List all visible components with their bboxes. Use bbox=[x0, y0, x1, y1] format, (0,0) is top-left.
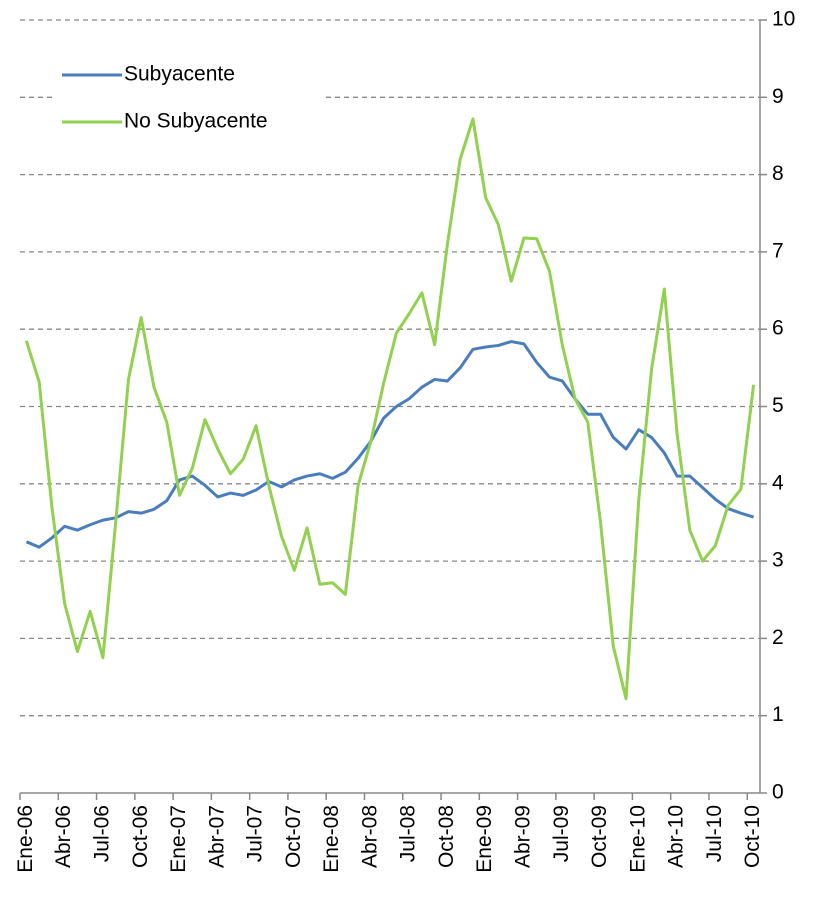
x-tick-label: Oct-10 bbox=[741, 805, 764, 868]
x-tick-label: Jul-07 bbox=[244, 805, 267, 862]
legend-label: No Subyacente bbox=[124, 110, 268, 133]
y-tick-label: 2 bbox=[772, 626, 784, 649]
legend-background bbox=[55, 52, 325, 144]
y-tick-label: 0 bbox=[772, 781, 784, 804]
x-tick-label: Oct-08 bbox=[435, 805, 458, 868]
x-tick-label: Ene-08 bbox=[320, 805, 343, 873]
x-tick-label: Ene-09 bbox=[473, 805, 496, 873]
x-tick-label: Jul-06 bbox=[90, 805, 113, 862]
y-tick-label: 4 bbox=[772, 471, 784, 494]
x-tick-label: Jul-08 bbox=[397, 805, 420, 862]
x-tick-label: Jul-10 bbox=[703, 805, 726, 862]
y-tick-label: 5 bbox=[772, 394, 784, 417]
y-tick-label: 9 bbox=[772, 85, 784, 108]
legend-label: Subyacente bbox=[124, 63, 235, 86]
y-tick-label: 1 bbox=[772, 703, 784, 726]
y-tick-label: 8 bbox=[772, 162, 784, 185]
series-line bbox=[25, 340, 755, 549]
x-tick-label: Abr-08 bbox=[358, 805, 381, 868]
x-tick-label: Ene-06 bbox=[14, 805, 37, 873]
x-tick-label: Abr-09 bbox=[512, 805, 535, 868]
series-line bbox=[24, 117, 756, 701]
x-tick-label: Abr-10 bbox=[665, 805, 688, 868]
x-tick-label: Jul-09 bbox=[550, 805, 573, 862]
x-tick-label: Oct-07 bbox=[282, 805, 305, 868]
y-tick-label: 7 bbox=[772, 239, 784, 262]
x-tick-label: Oct-06 bbox=[129, 805, 152, 868]
x-tick-label: Oct-09 bbox=[588, 805, 611, 868]
y-tick-label: 6 bbox=[772, 317, 784, 340]
x-tick-label: Abr-06 bbox=[52, 805, 75, 868]
x-tick-label: Ene-07 bbox=[167, 805, 190, 873]
y-tick-label: 10 bbox=[772, 8, 795, 31]
y-tick-label: 3 bbox=[772, 549, 784, 572]
x-tick-label: Abr-07 bbox=[205, 805, 228, 868]
x-tick-label: Ene-10 bbox=[626, 805, 649, 873]
